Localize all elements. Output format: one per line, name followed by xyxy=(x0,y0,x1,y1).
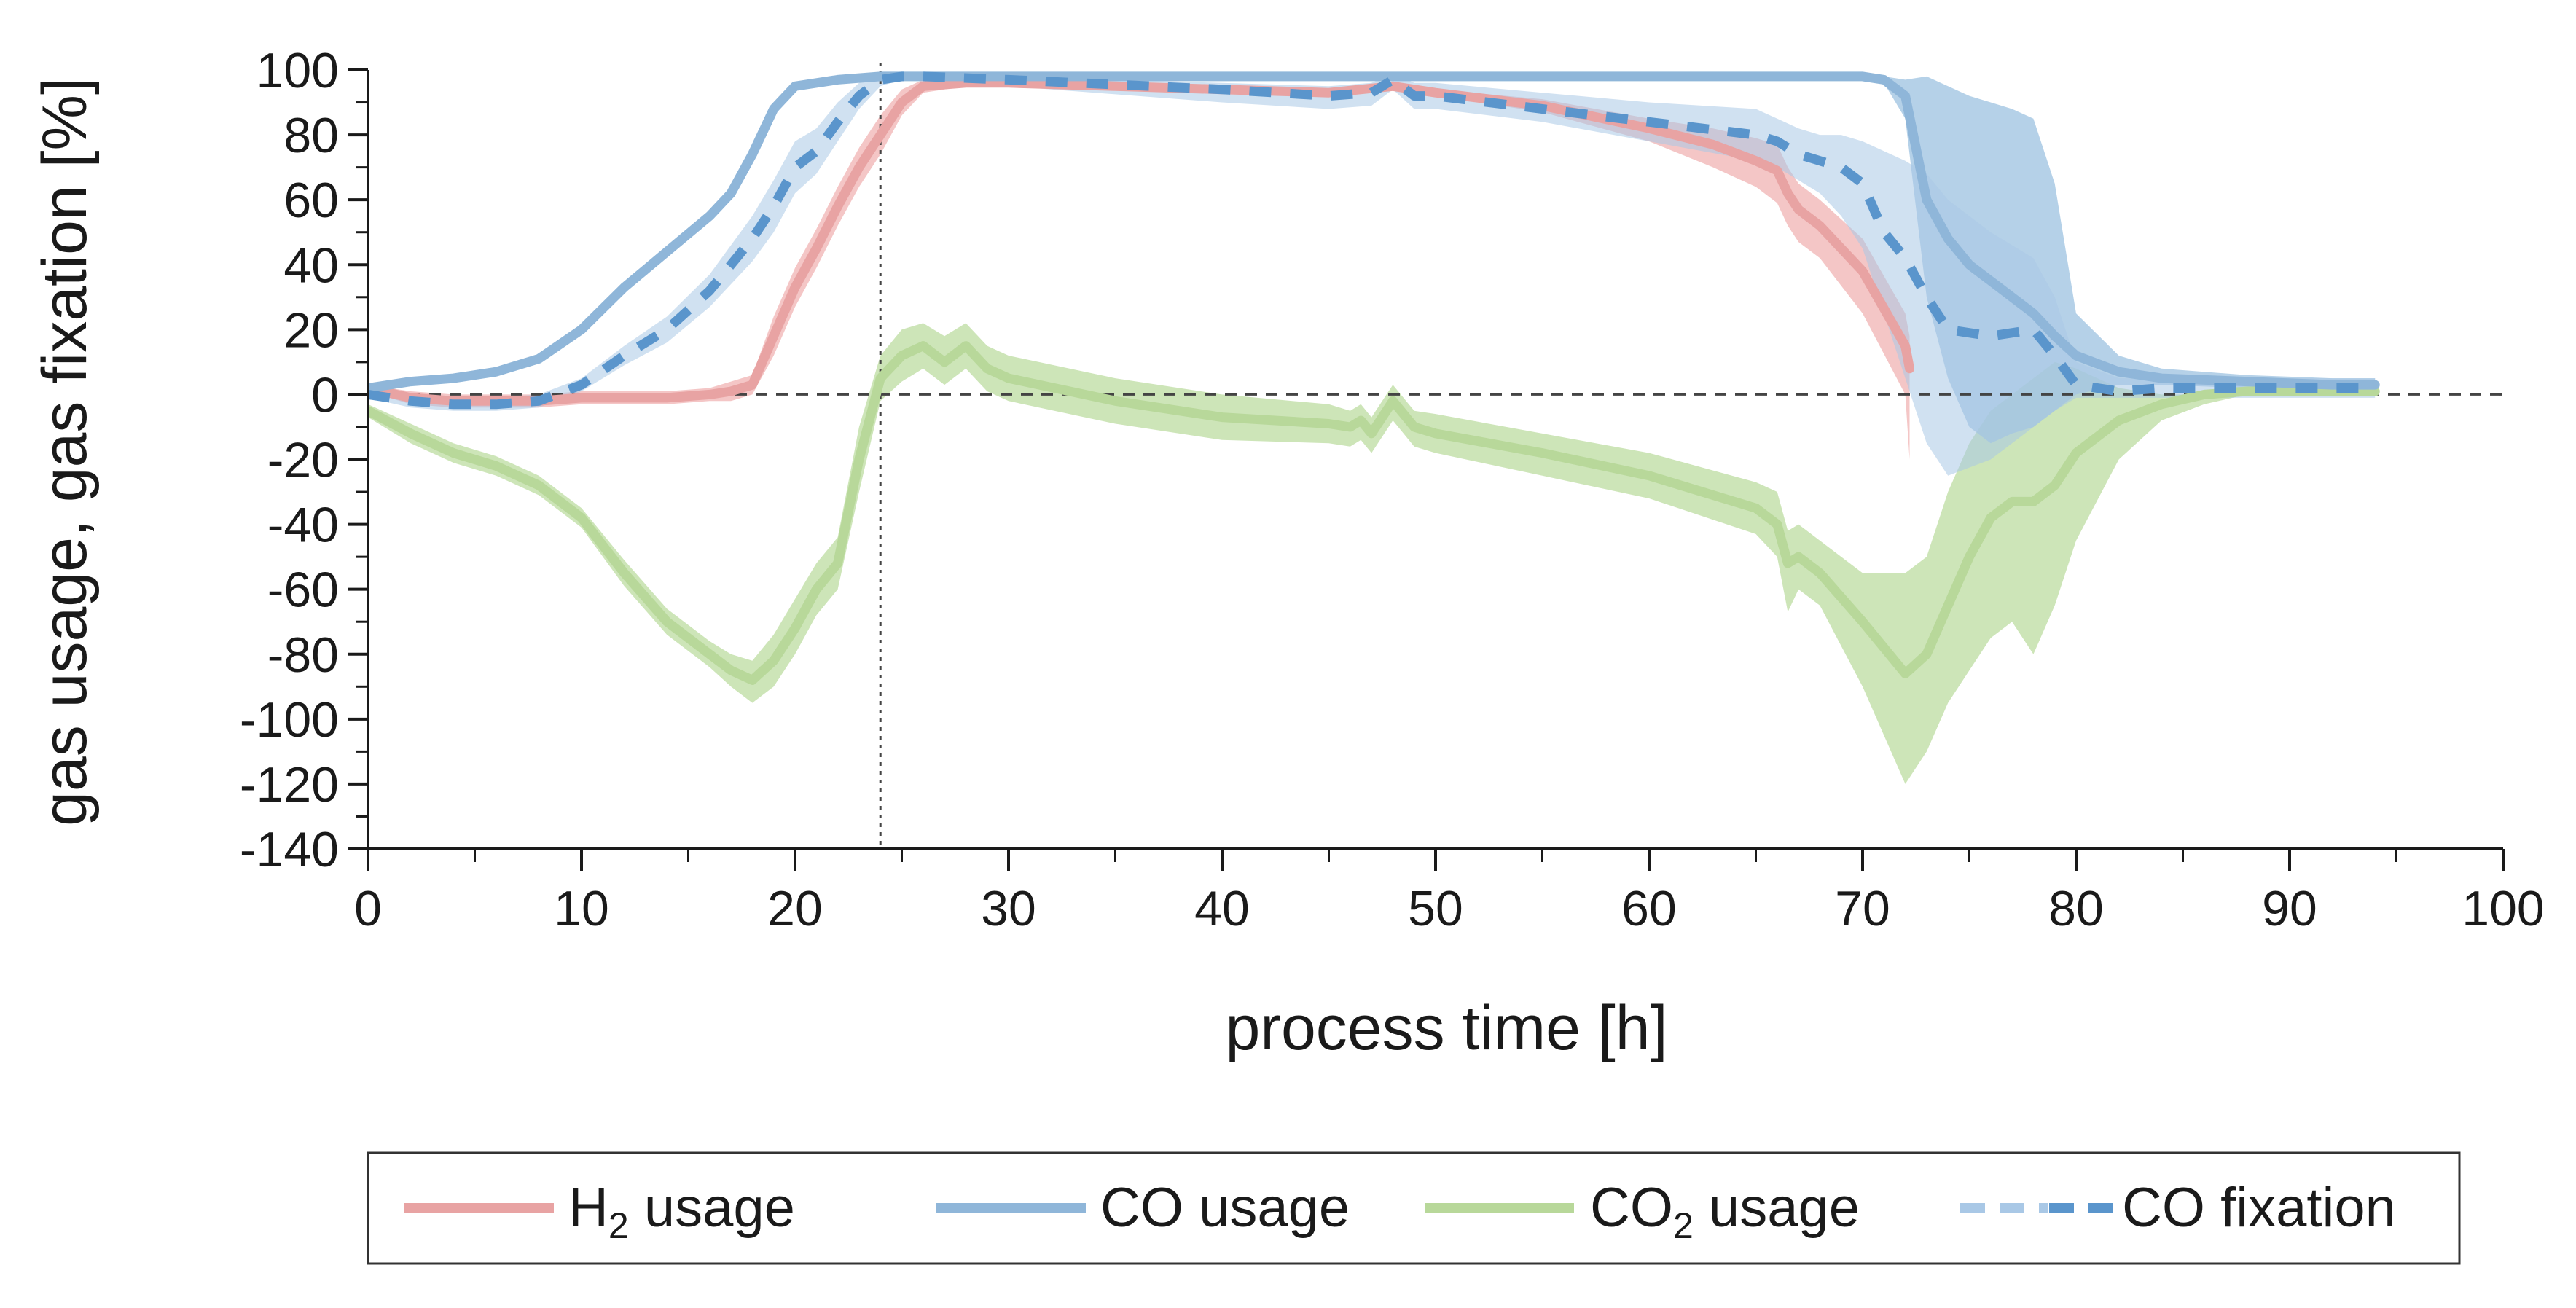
y-tick-label-10: -100 xyxy=(240,692,339,748)
legend-h2-name: H xyxy=(568,1177,608,1239)
y-tick-label-4: 20 xyxy=(283,302,339,358)
y-tick-label-5: 0 xyxy=(311,367,339,423)
legend-co-tail: usage xyxy=(1183,1177,1350,1239)
x-tick-label-3: 30 xyxy=(981,881,1036,936)
x-tick-label-4: 40 xyxy=(1194,881,1250,936)
x-tick-label-0: 0 xyxy=(354,881,382,936)
y-tick-label-8: -60 xyxy=(267,563,339,618)
series-line-cofix xyxy=(368,71,2376,410)
x-tick-label-10: 100 xyxy=(2462,881,2544,936)
legend-co2-name: CO xyxy=(1590,1177,1673,1239)
x-tick-label-6: 60 xyxy=(1621,881,1677,936)
series-line-h2 xyxy=(368,78,1914,406)
legend-h2-tail: usage xyxy=(629,1177,795,1239)
x-tick-label-9: 90 xyxy=(2262,881,2317,936)
y-tick-label-3: 40 xyxy=(283,238,339,293)
axes: 100 80 60 40 20 0 -20 -40 -60 -80 -100 -120 -140 0 10 2… xyxy=(240,43,2545,936)
series-lines xyxy=(368,71,2380,685)
series-line-co xyxy=(368,71,2380,393)
y-tick-label-6: -20 xyxy=(267,433,339,488)
y-axis-title: gas usage, gas fixation [%] xyxy=(30,77,100,826)
y-tick-label-1: 80 xyxy=(283,108,339,163)
legend-label-cofix: CO fixation xyxy=(2122,1177,2396,1239)
x-tick-label-1: 10 xyxy=(554,881,609,936)
y-tick-label-12: -140 xyxy=(240,822,339,877)
confidence-bands xyxy=(368,73,2376,784)
x-tick-label-7: 70 xyxy=(1835,881,1890,936)
legend-co2-tail: usage xyxy=(1694,1177,1860,1239)
x-tick-label-5: 50 xyxy=(1408,881,1463,936)
legend-label-co2: CO2 usage xyxy=(1590,1177,1860,1246)
y-tick-label-2: 60 xyxy=(283,173,339,228)
series-line-co2 xyxy=(368,341,2380,685)
x-tick-label-8: 80 xyxy=(2048,881,2104,936)
y-tick-label-0: 100 xyxy=(257,43,339,98)
legend-co2-sub: 2 xyxy=(1673,1205,1694,1246)
legend-h2-sub: 2 xyxy=(608,1205,629,1246)
x-axis-title: process time [h] xyxy=(1226,993,1668,1063)
band-cofix xyxy=(368,73,2376,476)
x-tick-label-2: 20 xyxy=(767,881,823,936)
legend-co-name: CO xyxy=(1100,1177,1183,1239)
band-co2 xyxy=(368,323,2376,784)
reference-lines xyxy=(368,63,2503,849)
legend-label-co: CO usage xyxy=(1100,1177,1350,1239)
legend-label-h2: H2 usage xyxy=(568,1177,795,1246)
y-tick-label-9: -80 xyxy=(267,627,339,683)
legend: H2 usage CO usage CO2 usage CO fixation xyxy=(367,1151,2461,1265)
y-tick-label-7: -40 xyxy=(267,498,339,553)
y-tick-label-11: -120 xyxy=(240,757,339,812)
